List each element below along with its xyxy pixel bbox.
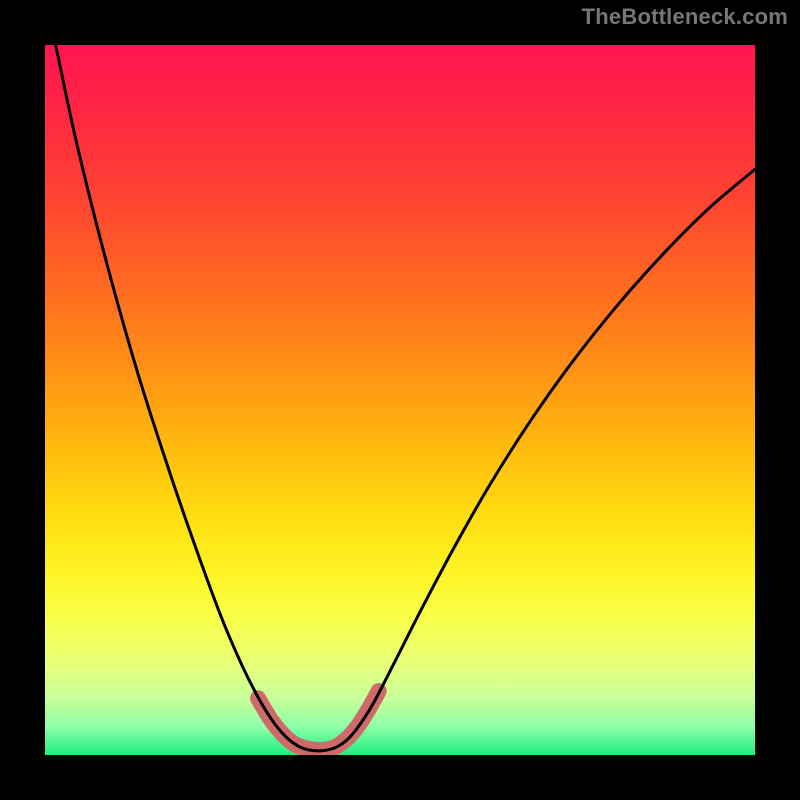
chart-stage: TheBottleneck.com	[0, 0, 800, 800]
watermark-text: TheBottleneck.com	[582, 4, 788, 30]
bottleneck-chart-svg	[0, 0, 800, 800]
